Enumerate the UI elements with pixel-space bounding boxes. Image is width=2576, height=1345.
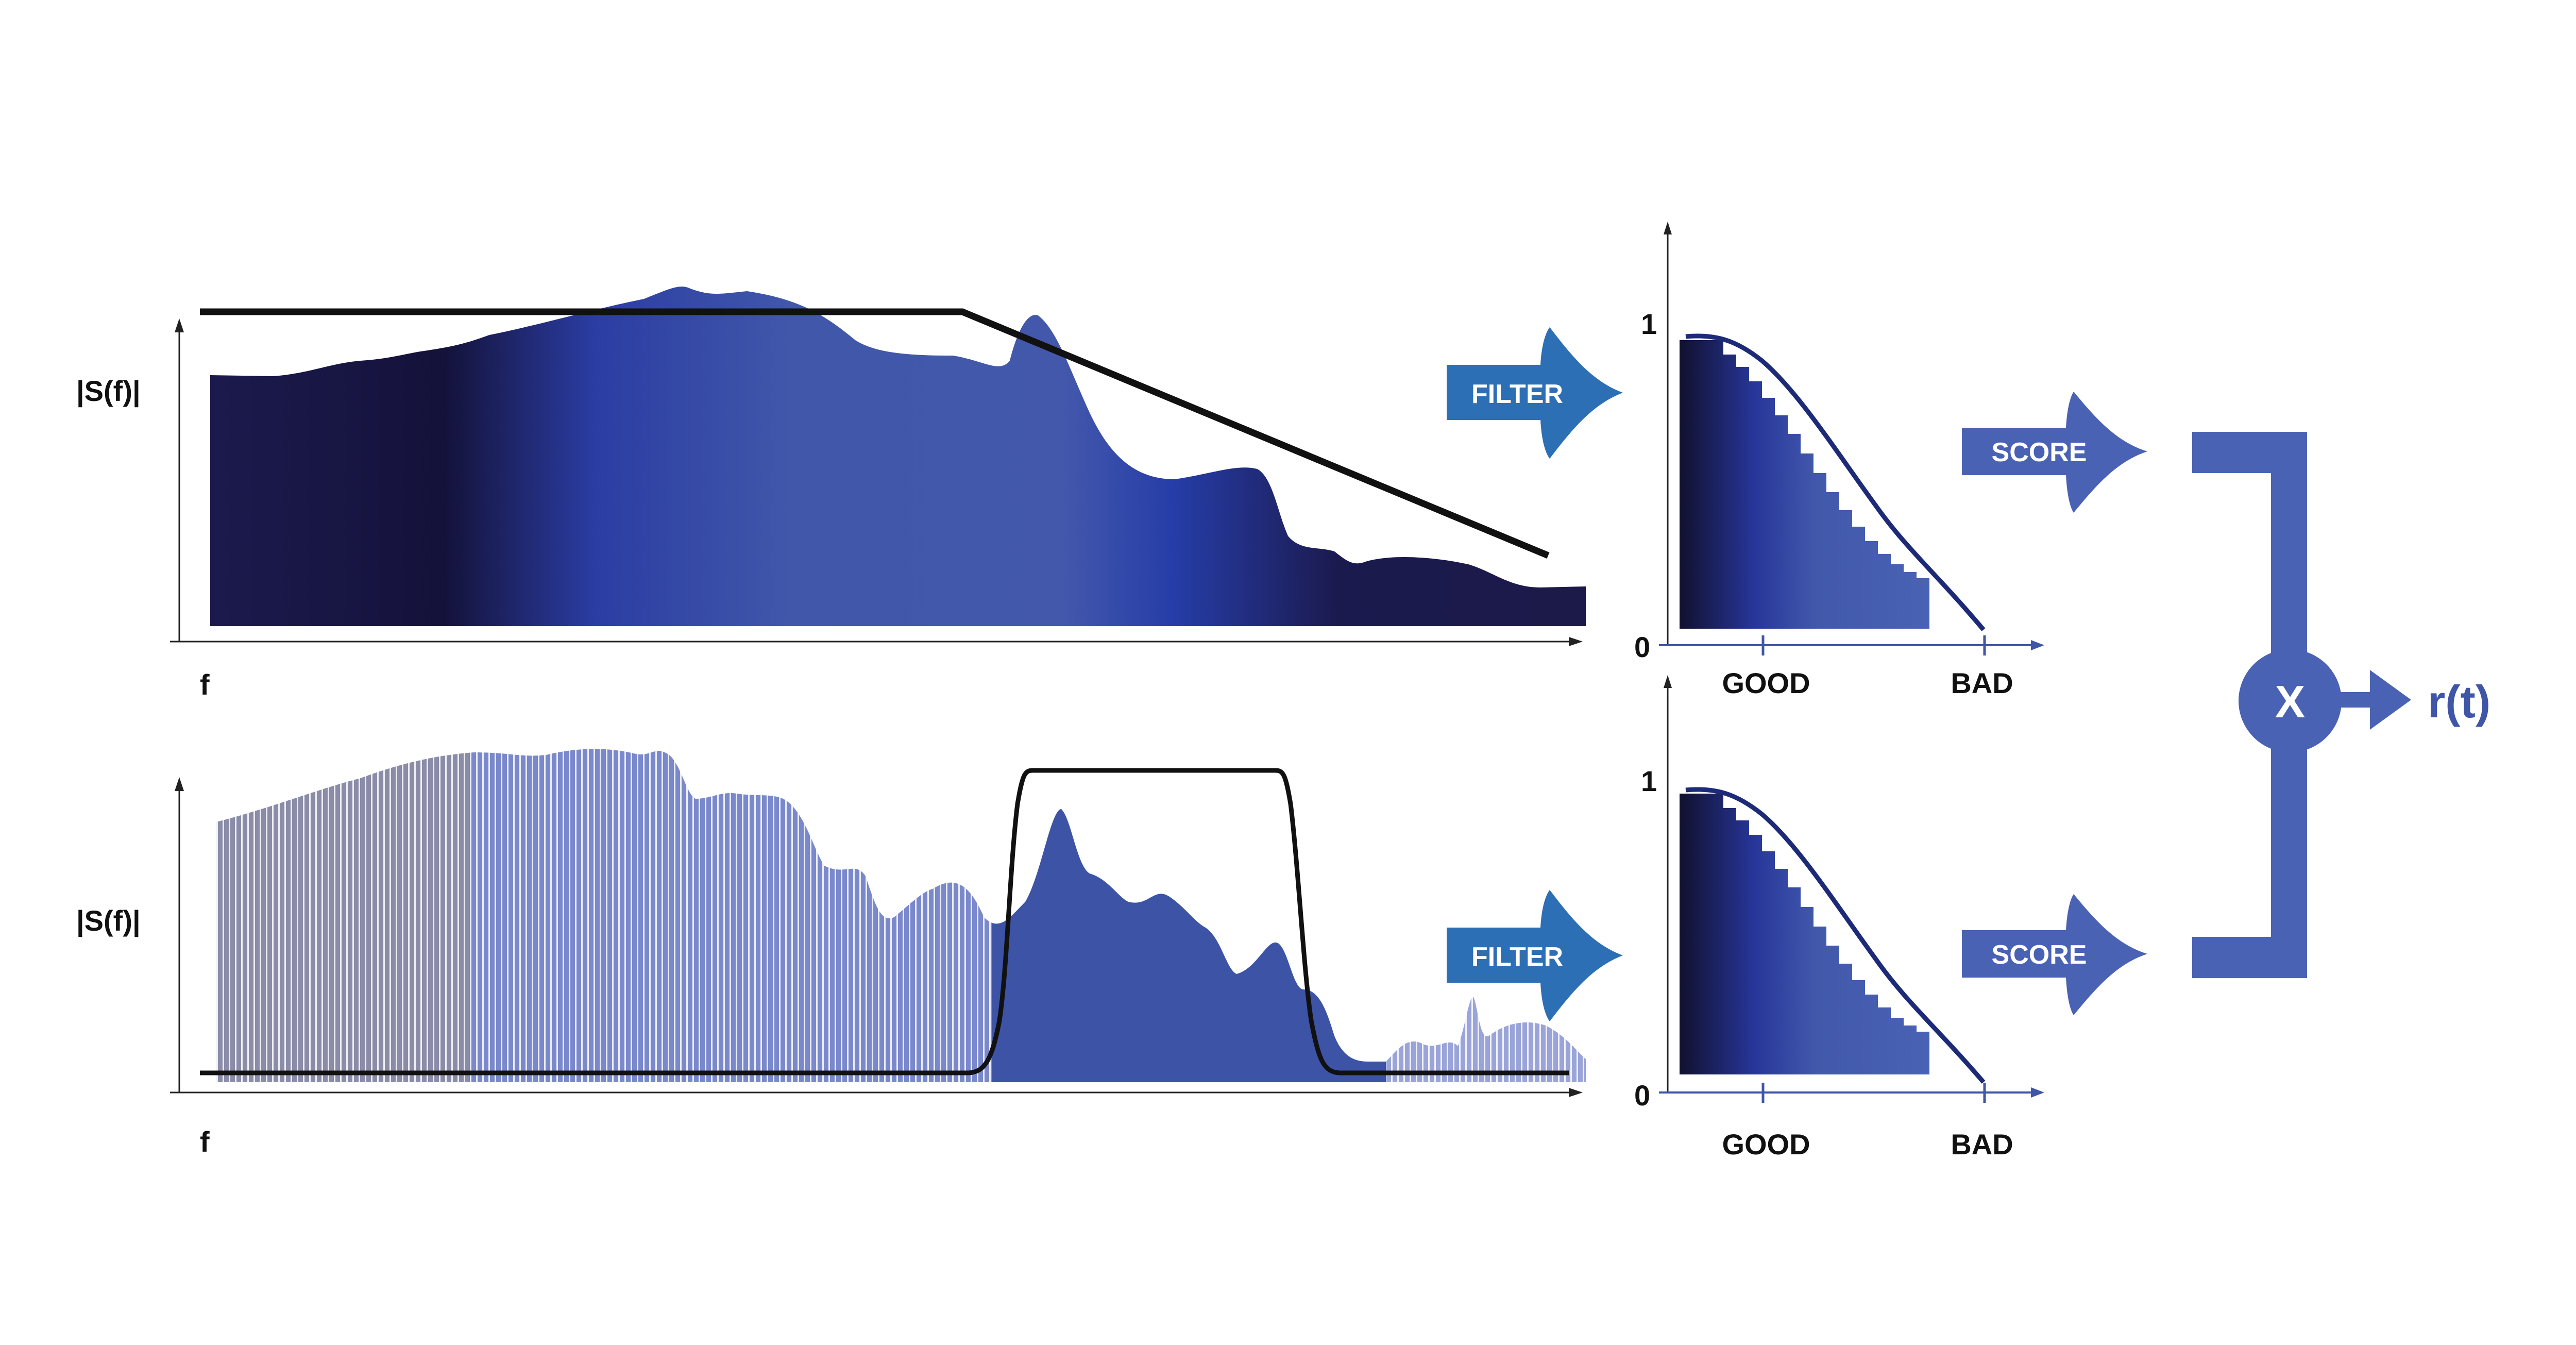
top-score-area	[1680, 340, 1929, 629]
filter-arrow-bottom: FILTER	[1447, 890, 1623, 1021]
bottom-ylabel: |S(f)|	[76, 904, 141, 937]
score-bottom-label: SCORE	[1992, 940, 2087, 970]
bottom-x-axis-arrowhead	[1569, 1088, 1583, 1097]
top-xlabel: f	[200, 668, 210, 701]
bottom-score-ytop: 1	[1641, 765, 1657, 797]
bottom-score-good: GOOD	[1722, 1128, 1810, 1161]
multiply-node	[2239, 649, 2342, 752]
bottom-spectrum-panel: |S(f)| f	[76, 749, 1586, 1158]
bottom-score-ybottom: 0	[1634, 1079, 1650, 1112]
bottom-score-x-arrowhead	[2031, 1087, 2044, 1098]
bottom-score-bad: BAD	[1951, 1128, 2013, 1161]
filter-bottom-label: FILTER	[1471, 942, 1563, 972]
bottom-filter-curve	[200, 768, 1569, 1075]
bottom-spectrum-area	[216, 749, 1586, 1082]
bottom-xlabel: f	[200, 1125, 210, 1158]
output-arrow-head	[2370, 670, 2411, 730]
top-x-axis-arrowhead	[1569, 637, 1583, 646]
bottom-score-y-arrowhead	[1664, 675, 1672, 688]
top-y-axis-arrowhead	[175, 318, 184, 332]
top-spectrum-area	[210, 287, 1586, 626]
score-arrow-bottom: SCORE	[1962, 894, 2147, 1015]
bottom-score-curve	[1685, 787, 1986, 1084]
filter-top-label: FILTER	[1471, 379, 1563, 409]
top-score-bad: BAD	[1951, 667, 2013, 699]
combiner: X r(t)	[2192, 432, 2490, 978]
filter-arrow-top: FILTER	[1447, 327, 1623, 459]
top-score-ytop: 1	[1641, 308, 1657, 340]
score-arrow-top: SCORE	[1962, 392, 2147, 513]
top-filter-curve	[200, 308, 1550, 559]
top-ylabel: |S(f)|	[76, 375, 141, 408]
top-score-ybottom: 0	[1634, 631, 1650, 663]
top-score-good: GOOD	[1722, 667, 1810, 699]
bottom-y-axis-arrowhead	[175, 777, 184, 791]
top-score-x-arrowhead	[2031, 640, 2044, 650]
bottom-score-plot: 1 0 GOOD BAD	[1634, 675, 2044, 1161]
bottom-score-area	[1680, 794, 1929, 1074]
combiner-bracket	[2192, 432, 2307, 978]
top-score-y-arrowhead	[1664, 222, 1672, 234]
top-spectrum-panel: |S(f)| f	[76, 287, 1586, 701]
score-top-label: SCORE	[1992, 438, 2087, 467]
output-arrow-shaft	[2336, 692, 2372, 708]
top-score-plot: 1 0 GOOD BAD	[1634, 222, 2044, 699]
multiply-symbol: X	[2275, 676, 2306, 727]
output-label: r(t)	[2428, 676, 2490, 727]
top-score-curve	[1685, 333, 1986, 631]
